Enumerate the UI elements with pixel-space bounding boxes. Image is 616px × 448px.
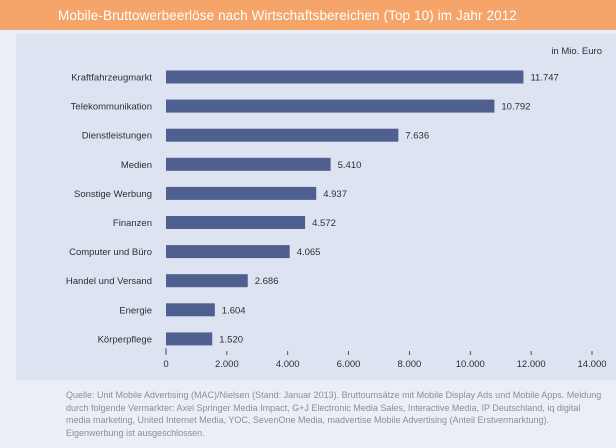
bar: [166, 303, 215, 317]
data-label: 7.636: [405, 131, 429, 142]
source-note: Quelle: Unit Mobile Advertising (MAC)/Ni…: [66, 390, 602, 438]
title-bar: Mobile-Bruttowerbeerlöse nach Wirtschaft…: [0, 0, 616, 30]
tick-label: 0: [163, 359, 168, 370]
data-label: 10.792: [501, 102, 530, 113]
category-label: Körperpflege: [98, 334, 152, 345]
data-label: 4.065: [297, 247, 321, 258]
category-label: Handel und Versand: [66, 276, 152, 287]
chart-title: Mobile-Bruttowerbeerlöse nach Wirtschaft…: [58, 7, 517, 23]
category-label: Finanzen: [113, 218, 152, 229]
data-label: 4.572: [312, 218, 336, 229]
category-label: Sonstige Werbung: [74, 189, 152, 200]
category-label: Energie: [119, 305, 152, 316]
chart-panel: [16, 34, 616, 380]
data-label: 5.410: [338, 160, 362, 171]
category-label: Dienstleistungen: [82, 131, 152, 142]
bar: [166, 70, 524, 84]
data-label: 1.604: [222, 305, 246, 316]
bar: [166, 245, 290, 259]
bar-chart: Kraftfahrzeugmarkt 11.747 Telekommunikatio…: [66, 70, 607, 370]
tick-label: 2.000: [215, 359, 239, 370]
category-label: Medien: [121, 160, 152, 171]
bar: [166, 99, 495, 113]
bar: [166, 332, 213, 346]
tick-label: 14.000: [577, 359, 606, 370]
category-label: Computer und Büro: [69, 247, 152, 258]
data-label: 2.686: [255, 276, 279, 287]
category-label: Kraftfahrzeugmarkt: [71, 73, 152, 84]
unit-label: in Mio. Euro: [551, 46, 602, 57]
bar: [166, 274, 248, 288]
category-label: Telekommunikation: [71, 102, 152, 113]
data-label: 4.937: [323, 189, 347, 200]
tick-label: 4.000: [276, 359, 300, 370]
tick-label: 12.000: [517, 359, 546, 370]
tick-label: 10.000: [456, 359, 485, 370]
data-label: 11.747: [530, 73, 558, 84]
bar: [166, 157, 331, 171]
tick-label: 6.000: [337, 359, 361, 370]
bar: [166, 216, 306, 229]
tick-label: 8.000: [398, 359, 422, 370]
data-label: 1.520: [219, 334, 243, 345]
bar: [166, 128, 399, 142]
bar: [166, 186, 317, 200]
